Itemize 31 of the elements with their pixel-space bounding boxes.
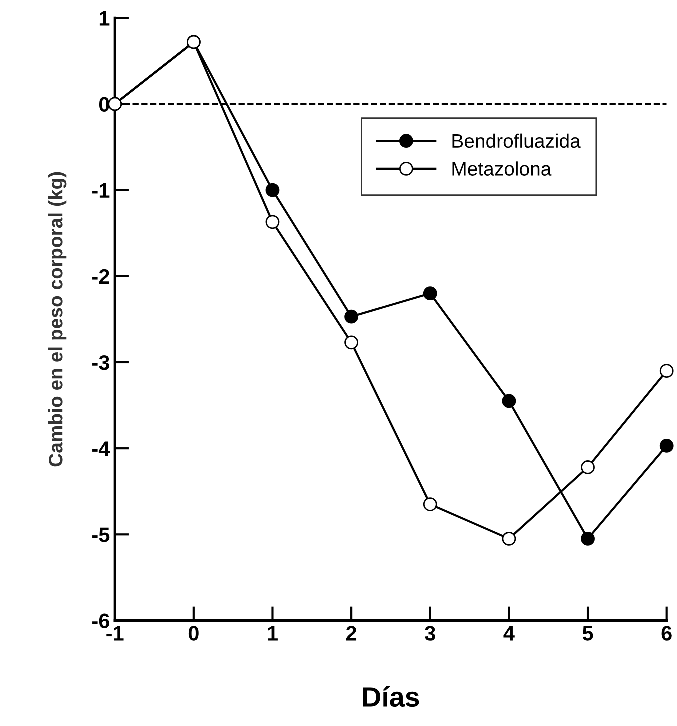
y-tick-label: -5 (92, 528, 110, 542)
point (266, 183, 280, 198)
point (423, 286, 438, 301)
y-tick-label: -2 (92, 269, 110, 284)
x-tick-label: 5 (582, 626, 594, 641)
point (423, 498, 438, 512)
y-tick-label: -4 (92, 442, 110, 456)
point (660, 439, 674, 453)
y-tick-label: -3 (92, 355, 110, 370)
legend-label: Bendrofluazida (452, 134, 581, 148)
x-tick-label: 3 (425, 626, 436, 641)
y-tick-label: -1 (92, 184, 110, 198)
point (502, 532, 516, 546)
x-axis-title: Días (363, 686, 420, 708)
y-axis-title: Cambio en el peso corporal (kg) (48, 172, 67, 467)
point (344, 336, 358, 350)
x-tick-label: 2 (346, 626, 357, 641)
point (266, 215, 280, 230)
point (502, 394, 516, 408)
point (344, 310, 358, 324)
legend-label: Metazolona (452, 162, 552, 176)
x-tick-label: 4 (504, 626, 515, 641)
point (660, 364, 674, 378)
y-tick-label: -6 (92, 614, 110, 628)
y-tick-label: 1 (100, 11, 110, 26)
point (581, 532, 595, 546)
x-tick-label: 0 (188, 626, 199, 641)
y-tick-label: 0 (99, 97, 110, 112)
x-tick-label: 1 (268, 626, 278, 641)
point (581, 460, 595, 474)
x-tick-label: 6 (662, 626, 672, 641)
